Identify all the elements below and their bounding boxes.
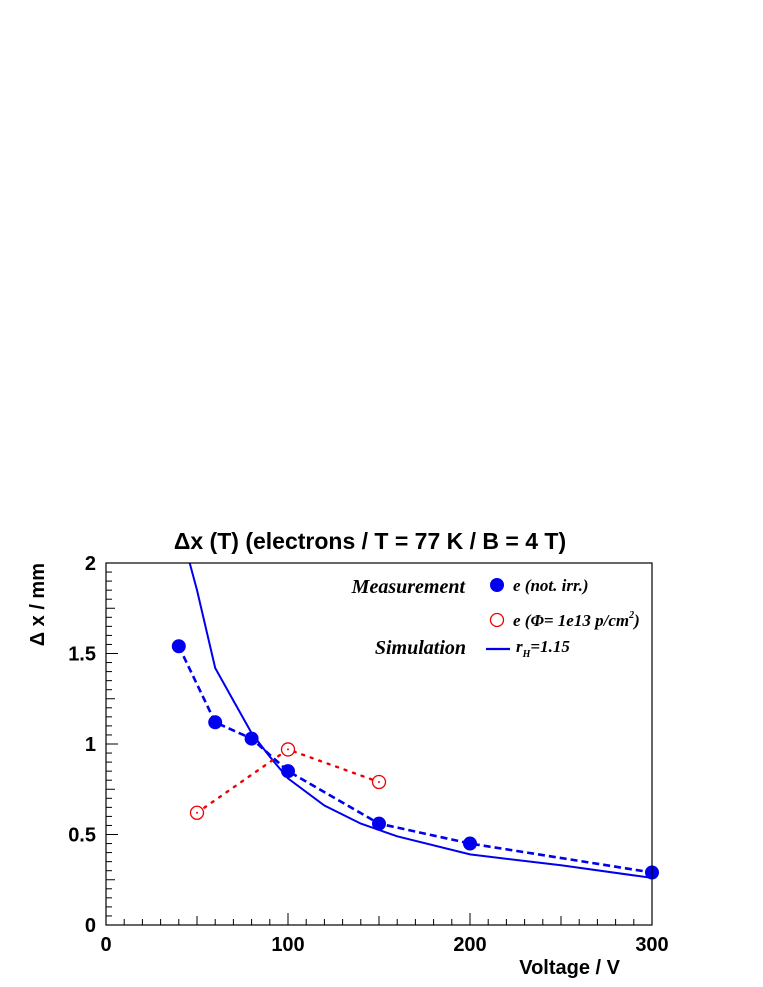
x-tick-label: 300	[635, 934, 668, 956]
series-simulation-line	[188, 563, 652, 879]
irradiated-point-center	[287, 748, 289, 751]
y-tick-label: 1	[85, 734, 96, 756]
irradiated-point-center	[196, 811, 198, 814]
not-irradiated-point	[208, 715, 223, 730]
irradiated-point-center	[378, 781, 380, 784]
y-axis: 0 0.5 1 1.5 2	[68, 553, 118, 937]
legend-label-irradiated-main: e (Φ= 1e13 p/cm	[513, 611, 629, 630]
legend-label-simulation-tail: =1.15	[530, 637, 570, 656]
plot-area	[171, 563, 659, 880]
legend-label-simulation: rH=1.15	[516, 637, 570, 660]
legend-marker-not-irradiated	[490, 578, 504, 592]
legend-marker-irradiated	[489, 612, 505, 628]
legend-label-irradiated: e (Φ= 1e13 p/cm2)	[513, 610, 640, 630]
y-tick-label: 1.5	[68, 644, 96, 666]
y-axis-label: Δ x / mm	[27, 563, 49, 646]
legend-label-simulation-main: r	[516, 637, 523, 656]
chart-title: Δx (T) (electrons / T = 77 K / B = 4 T)	[174, 528, 566, 554]
y-tick-label: 2	[85, 553, 96, 575]
legend-label-irradiated-sup: 2	[628, 610, 634, 621]
legend-label-not-irradiated: e (not. irr.)	[513, 576, 589, 595]
legend-measurement-label: Measurement	[351, 576, 467, 598]
y-tick-label: 0.5	[68, 825, 96, 847]
x-axis: 0 100 200 300	[100, 913, 669, 956]
legend-label-simulation-sub: H	[522, 649, 532, 660]
not-irradiated-point	[244, 731, 259, 746]
not-irradiated-point	[463, 836, 477, 851]
y-tick-label: 0	[85, 915, 96, 937]
x-tick-label: 100	[271, 934, 304, 956]
not-irradiated-point	[372, 816, 386, 831]
not-irradiated-point	[171, 639, 186, 654]
not-irradiated-point	[281, 764, 295, 779]
x-axis-label: Voltage / V	[519, 957, 620, 979]
x-tick-label: 200	[453, 934, 486, 956]
legend-label-irradiated-tail: )	[632, 611, 640, 630]
legend-simulation-label: Simulation	[375, 637, 466, 659]
x-tick-label: 0	[100, 934, 111, 956]
legend: Measurement e (not. irr.) e (Φ= 1e13 p/c…	[351, 576, 640, 660]
